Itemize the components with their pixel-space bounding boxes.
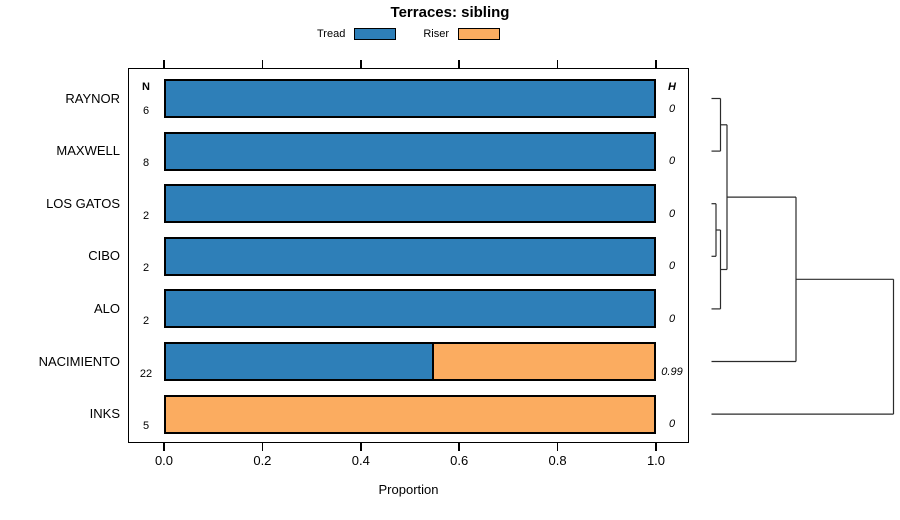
h-value: 0	[668, 312, 676, 325]
n-value: 6	[142, 104, 150, 117]
x-axis-label: Proportion	[378, 482, 439, 497]
axis-tick-top	[163, 60, 165, 68]
axis-tick-top	[360, 60, 362, 68]
bar-row	[164, 342, 656, 381]
h-value: 0	[668, 418, 676, 431]
chart-title: Terraces: sibling	[390, 4, 510, 21]
bar-row	[164, 236, 656, 276]
h-value: 0	[668, 207, 676, 220]
n-column-header: N	[142, 81, 150, 93]
h-value: 0	[668, 260, 676, 273]
axis-tick-bottom	[655, 443, 657, 451]
axis-tick-top	[655, 60, 657, 68]
n-value: 2	[142, 314, 150, 327]
axis-tick-top	[458, 60, 460, 68]
n-value: 2	[142, 262, 150, 275]
bar-row	[164, 184, 656, 224]
h-value: 0	[668, 102, 676, 115]
n-value: 5	[142, 420, 150, 433]
bar-row	[164, 289, 656, 329]
row-label: LOS GATOS	[46, 195, 120, 211]
axis-tick-top	[556, 60, 559, 68]
row-label: RAYNOR	[65, 90, 120, 106]
bar-segment-tread	[166, 133, 654, 169]
x-tick-label: 1.0	[646, 453, 666, 468]
bar-segment-tread	[166, 81, 654, 116]
plot-border	[128, 68, 689, 443]
x-tick-label: 0.0	[154, 453, 174, 468]
axis-tick-bottom	[163, 443, 165, 451]
bar-segment-tread	[166, 291, 654, 327]
row-label: CIBO	[88, 248, 120, 264]
legend-item: Tread	[317, 28, 397, 40]
axis-tick-top	[261, 60, 264, 68]
h-value: 0	[668, 155, 676, 168]
legend-label: Tread	[317, 28, 346, 40]
x-tick-label: 0.4	[351, 453, 370, 468]
legend-label: Riser	[423, 28, 449, 40]
bar-segment-tread	[166, 186, 654, 222]
row-label: MAXWELL	[56, 143, 120, 159]
bar-segment-riser	[166, 396, 654, 432]
x-tick-label: 0.6	[450, 453, 469, 468]
bar-row	[164, 79, 656, 118]
legend-swatch	[354, 28, 397, 40]
legend: Tread Riser	[128, 26, 689, 42]
bar-segment-tread	[166, 238, 654, 274]
axis-tick-bottom	[261, 443, 264, 451]
bar-segment-riser	[431, 344, 654, 379]
axis-tick-bottom	[360, 443, 362, 451]
axis-tick-bottom	[556, 443, 559, 451]
n-value: 2	[142, 209, 150, 222]
legend-item: Riser	[423, 28, 500, 40]
axis-tick-bottom	[458, 443, 460, 451]
legend-swatch	[458, 28, 500, 40]
x-tick-label: 0.2	[253, 453, 272, 468]
bar-row	[164, 131, 656, 171]
h-column-header: H	[668, 81, 676, 93]
row-label: NACIMIENTO	[38, 353, 120, 369]
n-value: 22	[139, 367, 153, 380]
row-label: ALO	[93, 300, 120, 316]
x-tick-label: 0.8	[548, 453, 567, 468]
h-value: 0.99	[661, 365, 683, 378]
bar-segment-tread	[166, 344, 432, 379]
n-value: 8	[142, 157, 150, 170]
bar-row	[164, 394, 656, 434]
row-label: INKS	[89, 406, 120, 422]
